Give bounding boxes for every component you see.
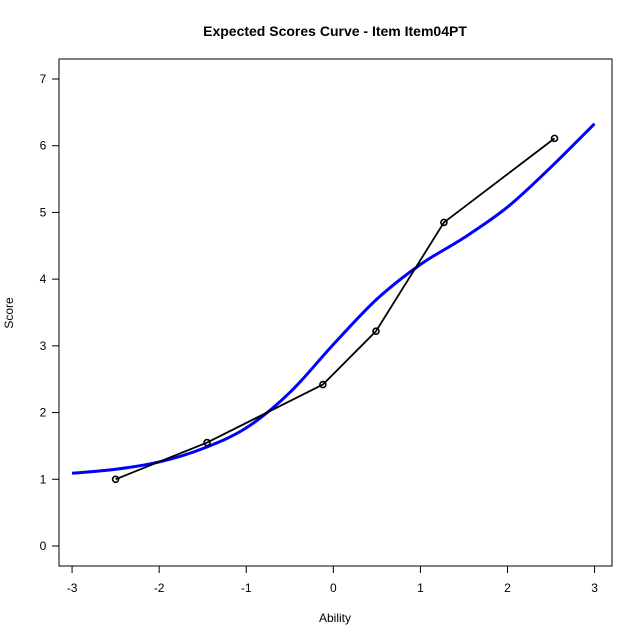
x-axis: -3 -2 -1 0 1 2 3: [67, 565, 598, 595]
x-axis-label: Ability: [319, 611, 351, 625]
y-tick-label: 6: [40, 139, 47, 153]
y-axis: 0 1 2 3 4 5 6 7: [40, 72, 60, 553]
observed-score-point: [319, 380, 327, 389]
x-tick-label: 3: [591, 581, 598, 595]
observed-score-line: [115, 137, 556, 481]
y-tick-label: 3: [40, 339, 47, 353]
y-tick-label: 1: [40, 472, 47, 486]
observed-score-point: [550, 134, 559, 143]
x-tick-label: -1: [241, 581, 252, 595]
y-tick-label: 0: [40, 539, 47, 553]
x-tick-label: -2: [154, 581, 165, 595]
series-layer: [71, 122, 596, 484]
observed-score-point: [203, 438, 211, 447]
x-tick-label: -3: [67, 581, 78, 595]
y-axis-label: Score: [2, 297, 16, 329]
y-tick-label: 4: [40, 272, 47, 286]
chart-title: Expected Scores Curve - Item Item04PT: [203, 23, 467, 39]
x-tick-label: 1: [417, 581, 424, 595]
x-tick-label: 0: [330, 581, 337, 595]
plot-frame: [58, 58, 613, 567]
x-tick-label: 2: [504, 581, 511, 595]
y-tick-label: 7: [40, 72, 47, 86]
observed-score-point: [440, 218, 448, 227]
y-tick-label: 2: [40, 406, 47, 420]
y-tick-label: 5: [40, 205, 47, 219]
observed-score-point: [111, 475, 120, 484]
observed-score-point: [372, 327, 380, 335]
expected-score-curve: [71, 122, 596, 475]
